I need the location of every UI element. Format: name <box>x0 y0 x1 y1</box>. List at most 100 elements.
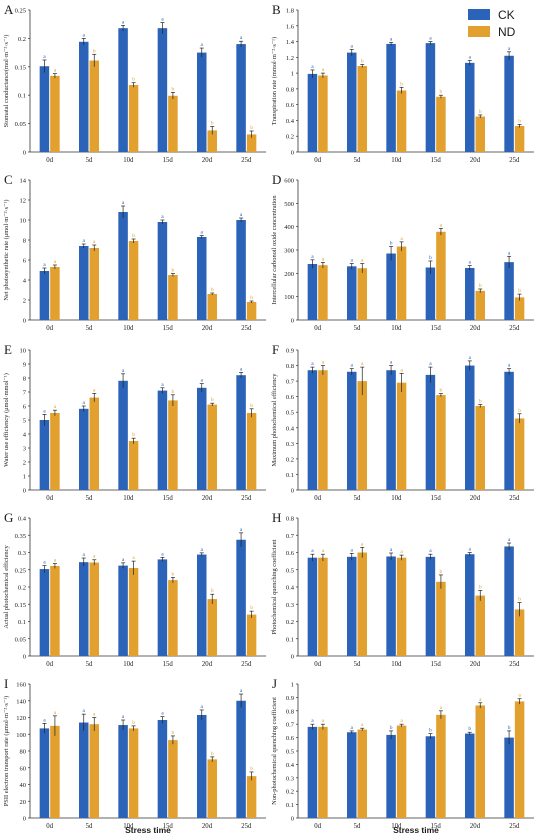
y-tick-label-b: 0.8 <box>286 86 294 93</box>
bar-d-ck-10d <box>386 253 396 320</box>
bar-i-nd-25d <box>246 776 257 818</box>
x-tick-label-i: 0d <box>46 823 53 830</box>
y-tick-label-j: 0.4 <box>286 762 295 769</box>
panel-letter-h: H <box>272 510 281 525</box>
panel-letter-c: C <box>4 172 13 187</box>
bar-h-ck-10d <box>386 556 396 656</box>
bar-f-ck-25d <box>504 371 514 490</box>
y-tick-label-h: 0.1 <box>286 636 294 643</box>
legend-item-ck: CK <box>468 6 548 23</box>
bar-f-ck-20d <box>465 365 475 490</box>
significance-letter-h: b <box>440 569 443 575</box>
x-tick-label-h: 0d <box>314 661 321 668</box>
y-tick-label-g: 0.35 <box>15 533 26 540</box>
x-tick-label-g: 20d <box>202 661 213 668</box>
x-tick-label-c: 15d <box>163 325 174 332</box>
significance-letter-h: a <box>311 548 314 554</box>
y-tick-label-j: 0.9 <box>286 695 294 702</box>
bar-j-ck-15d <box>425 736 436 818</box>
y-tick-label-g: 0.2 <box>18 585 26 592</box>
significance-letter-a: a <box>43 54 46 60</box>
y-tick-label-f: 0.8 <box>286 363 294 370</box>
significance-letter-d: a <box>351 258 354 264</box>
significance-letter-e: a <box>201 378 204 384</box>
significance-letter-h: a <box>429 548 432 554</box>
y-tick-label-g: 0.1 <box>18 619 26 626</box>
bar-h-nd-15d <box>436 581 446 656</box>
y-tick-label-h: 0.6 <box>286 550 295 557</box>
bar-e-nd-20d <box>207 404 217 490</box>
bar-g-ck-10d <box>118 565 128 656</box>
significance-letter-g: b <box>250 605 253 611</box>
bar-j-ck-10d <box>386 734 396 818</box>
bar-c-ck-0d <box>39 271 50 320</box>
significance-letter-f: b <box>479 398 482 404</box>
y-tick-label-f: 0.2 <box>286 456 294 463</box>
y-axis-label-d: Intercellular carbonoil oxide concentrat… <box>271 195 278 305</box>
significance-letter-f: a <box>390 360 393 366</box>
bar-g-nd-10d <box>128 568 139 656</box>
bar-j-nd-20d <box>475 705 485 818</box>
y-tick-label-e: 10 <box>20 348 27 355</box>
significance-letter-g: a <box>240 527 243 533</box>
x-tick-label-i: 5d <box>86 823 93 830</box>
bar-a-ck-20d <box>197 52 207 152</box>
y-tick-label-j: 0.6 <box>286 735 295 742</box>
significance-letter-c: b <box>250 295 253 301</box>
y-tick-label-c: 8 <box>23 238 26 245</box>
x-tick-label-f: 5d <box>354 495 361 502</box>
y-tick-label-b: 0 <box>291 150 294 157</box>
bar-c-nd-25d <box>246 302 257 320</box>
bar-e-ck-20d <box>197 387 207 490</box>
y-tick-label-f: 0.6 <box>286 394 295 401</box>
significance-letter-a: a <box>122 19 125 25</box>
significance-letter-b: b <box>361 58 364 64</box>
bar-g-nd-25d <box>246 614 257 656</box>
bar-i-nd-20d <box>207 759 217 818</box>
x-tick-label-d: 20d <box>470 325 481 332</box>
x-tick-label-b: 20d <box>470 157 481 164</box>
y-tick-label-h: 0.2 <box>286 619 294 626</box>
bar-a-nd-20d <box>207 130 217 152</box>
significance-letter-b: b <box>440 89 443 95</box>
y-tick-label-d: 0 <box>291 318 294 325</box>
bar-b-ck-5d <box>347 52 357 152</box>
bar-f-ck-5d <box>347 371 357 490</box>
bar-a-nd-25d <box>246 134 257 152</box>
significance-letter-i: a <box>93 712 96 718</box>
significance-letter-e: a <box>83 400 86 406</box>
y-tick-label-j: 0.5 <box>286 749 294 756</box>
bar-f-nd-0d <box>318 370 328 490</box>
y-tick-label-f: 0.7 <box>286 379 295 386</box>
y-tick-label-i: 100 <box>16 732 26 739</box>
x-tick-label-h: 10d <box>391 661 402 668</box>
bar-i-nd-10d <box>128 728 139 818</box>
y-tick-label-a: 0.2 <box>18 36 26 43</box>
bar-j-nd-25d <box>514 701 525 818</box>
y-tick-label-g: 0.4 <box>18 516 27 523</box>
significance-letter-j: b <box>429 728 432 734</box>
significance-letter-a: b <box>211 120 214 126</box>
y-axis-label-f: Maximum photochemical efficiency <box>271 373 278 467</box>
x-tick-label-h: 20d <box>470 661 481 668</box>
y-tick-label-j: 1 <box>291 682 294 689</box>
bar-d-nd-0d <box>318 265 328 320</box>
x-tick-label-c: 5d <box>86 325 93 332</box>
significance-letter-g: b <box>172 571 175 577</box>
x-tick-label-a: 5d <box>86 157 93 164</box>
y-tick-label-a: 0.1 <box>18 93 26 100</box>
significance-letter-g: a <box>201 547 204 553</box>
y-tick-label-c: 6 <box>23 258 27 265</box>
y-tick-label-j: 0.7 <box>286 722 295 729</box>
y-axis-label-j: Non-photochemical quenching coefficient <box>271 697 278 805</box>
significance-letter-f: a <box>469 355 472 361</box>
legend-label-ck: CK <box>498 7 515 22</box>
x-tick-label-a: 10d <box>123 157 134 164</box>
significance-letter-e: a <box>93 387 96 393</box>
significance-letter-b: a <box>429 36 432 42</box>
x-tick-label-h: 5d <box>354 661 361 668</box>
panel-letter-a: A <box>4 2 14 17</box>
significance-letter-i: a <box>122 714 125 720</box>
x-tick-label-b: 5d <box>354 157 361 164</box>
bar-a-ck-10d <box>118 28 128 152</box>
